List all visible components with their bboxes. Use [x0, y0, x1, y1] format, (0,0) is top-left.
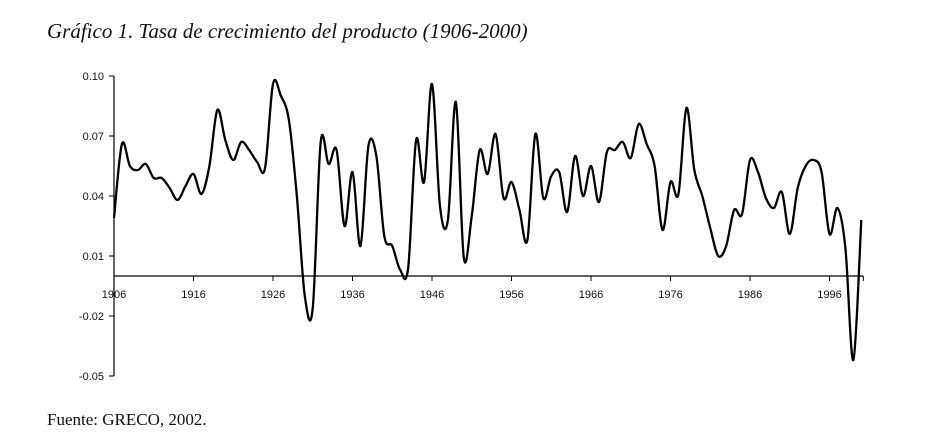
y-tick-label: 0.10 — [83, 71, 104, 83]
x-tick-label: 1996 — [817, 289, 841, 301]
x-tick-label: 1926 — [261, 289, 285, 301]
x-tick-label: 1986 — [738, 289, 762, 301]
y-tick-label: 0.07 — [83, 131, 104, 143]
y-tick-label: 0.01 — [83, 251, 104, 263]
y-tick-label: 0.04 — [83, 191, 104, 203]
x-tick-label: 1936 — [340, 289, 364, 301]
x-tick-label: 1906 — [102, 289, 126, 301]
y-tick-label: -0.05 — [79, 371, 104, 383]
x-tick-label: 1976 — [658, 289, 682, 301]
chart-source: Fuente: GRECO, 2002. — [47, 410, 207, 429]
y-tick-label: -0.02 — [79, 311, 104, 323]
x-tick-label: 1956 — [499, 289, 523, 301]
x-tick-label: 1966 — [579, 289, 603, 301]
chart-title: Gráfico 1. Tasa de crecimiento del produ… — [47, 19, 528, 43]
x-tick-label: 1916 — [181, 289, 205, 301]
series-line — [112, 78, 863, 362]
x-tick-label: 1946 — [420, 289, 444, 301]
